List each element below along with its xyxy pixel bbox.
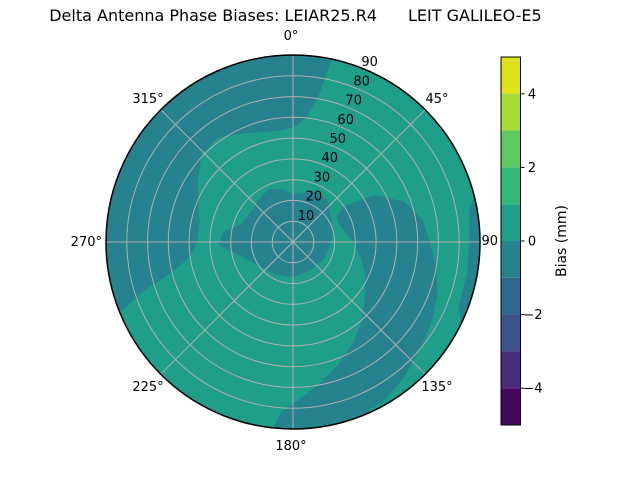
radial-tick-labels: 10 20 30 40 50 60 70 80 90 — [298, 55, 378, 224]
region-negative-west-north — [106, 55, 332, 312]
r-tick-label-70: 70 — [345, 94, 362, 109]
polar-outline — [105, 54, 481, 430]
r-tick-label-60: 60 — [337, 113, 354, 128]
r-tick-label-10: 10 — [298, 209, 315, 224]
plot-title-signal: LEIT GALILEO-E5 — [408, 6, 542, 25]
r-tick-label-30: 30 — [314, 170, 331, 185]
theta-label-0: 0° — [284, 29, 299, 44]
plot-title-antenna: Delta Antenna Phase Biases: LEIAR25.R4 — [49, 6, 377, 25]
r-tick-label-50: 50 — [330, 132, 347, 147]
theta-label-135: 135° — [421, 380, 452, 395]
colorbar-band — [501, 167, 521, 205]
colorbar-band — [501, 93, 521, 131]
theta-label-225: 225° — [132, 380, 163, 395]
colorbar: 4 2 0 −2 −4 Bias (mm) — [500, 56, 570, 426]
colorbar-band — [501, 204, 521, 241]
colorbar-tick-label-4: 4 — [528, 87, 536, 102]
colorbar-tick-label-neg4: −4 — [523, 382, 542, 397]
colorbar-band — [501, 351, 521, 389]
theta-label-90: 90 — [481, 234, 498, 249]
colorbar-band — [501, 314, 521, 352]
theta-label-45: 45° — [425, 92, 448, 107]
grid-spoke-225 — [160, 241, 294, 375]
r-tick-label-90: 90 — [361, 55, 378, 70]
colorbar-tick-label-neg2: −2 — [523, 308, 542, 323]
colorbar-tick-label-0: 0 — [528, 235, 536, 250]
grid-spoke-45 — [292, 109, 426, 243]
colorbar-band — [501, 277, 521, 315]
colorbar-axis-label: Bias (mm) — [554, 205, 570, 277]
region-negative-center — [218, 189, 334, 278]
r-tick-label-20: 20 — [306, 190, 323, 205]
theta-label-315: 315° — [132, 92, 163, 107]
theta-label-270: 270° — [71, 235, 102, 250]
colorbar-band — [501, 241, 521, 278]
r-tick-label-80: 80 — [353, 74, 370, 89]
grid-spoke-135 — [292, 241, 426, 375]
colorbar-band — [501, 57, 521, 94]
colorbar-tick-label-2: 2 — [528, 161, 536, 176]
colorbar-band — [501, 130, 521, 168]
grid-spoke-315 — [160, 109, 294, 243]
region-negative-east-rim — [458, 196, 480, 324]
azimuth-tick-labels: 0° 45° 90 135° 180° 225° 270° 315° — [71, 29, 498, 454]
theta-label-180: 180° — [275, 439, 306, 454]
r-tick-label-40: 40 — [322, 151, 339, 166]
polar-grid — [105, 54, 481, 430]
colorbar-band — [501, 388, 521, 425]
